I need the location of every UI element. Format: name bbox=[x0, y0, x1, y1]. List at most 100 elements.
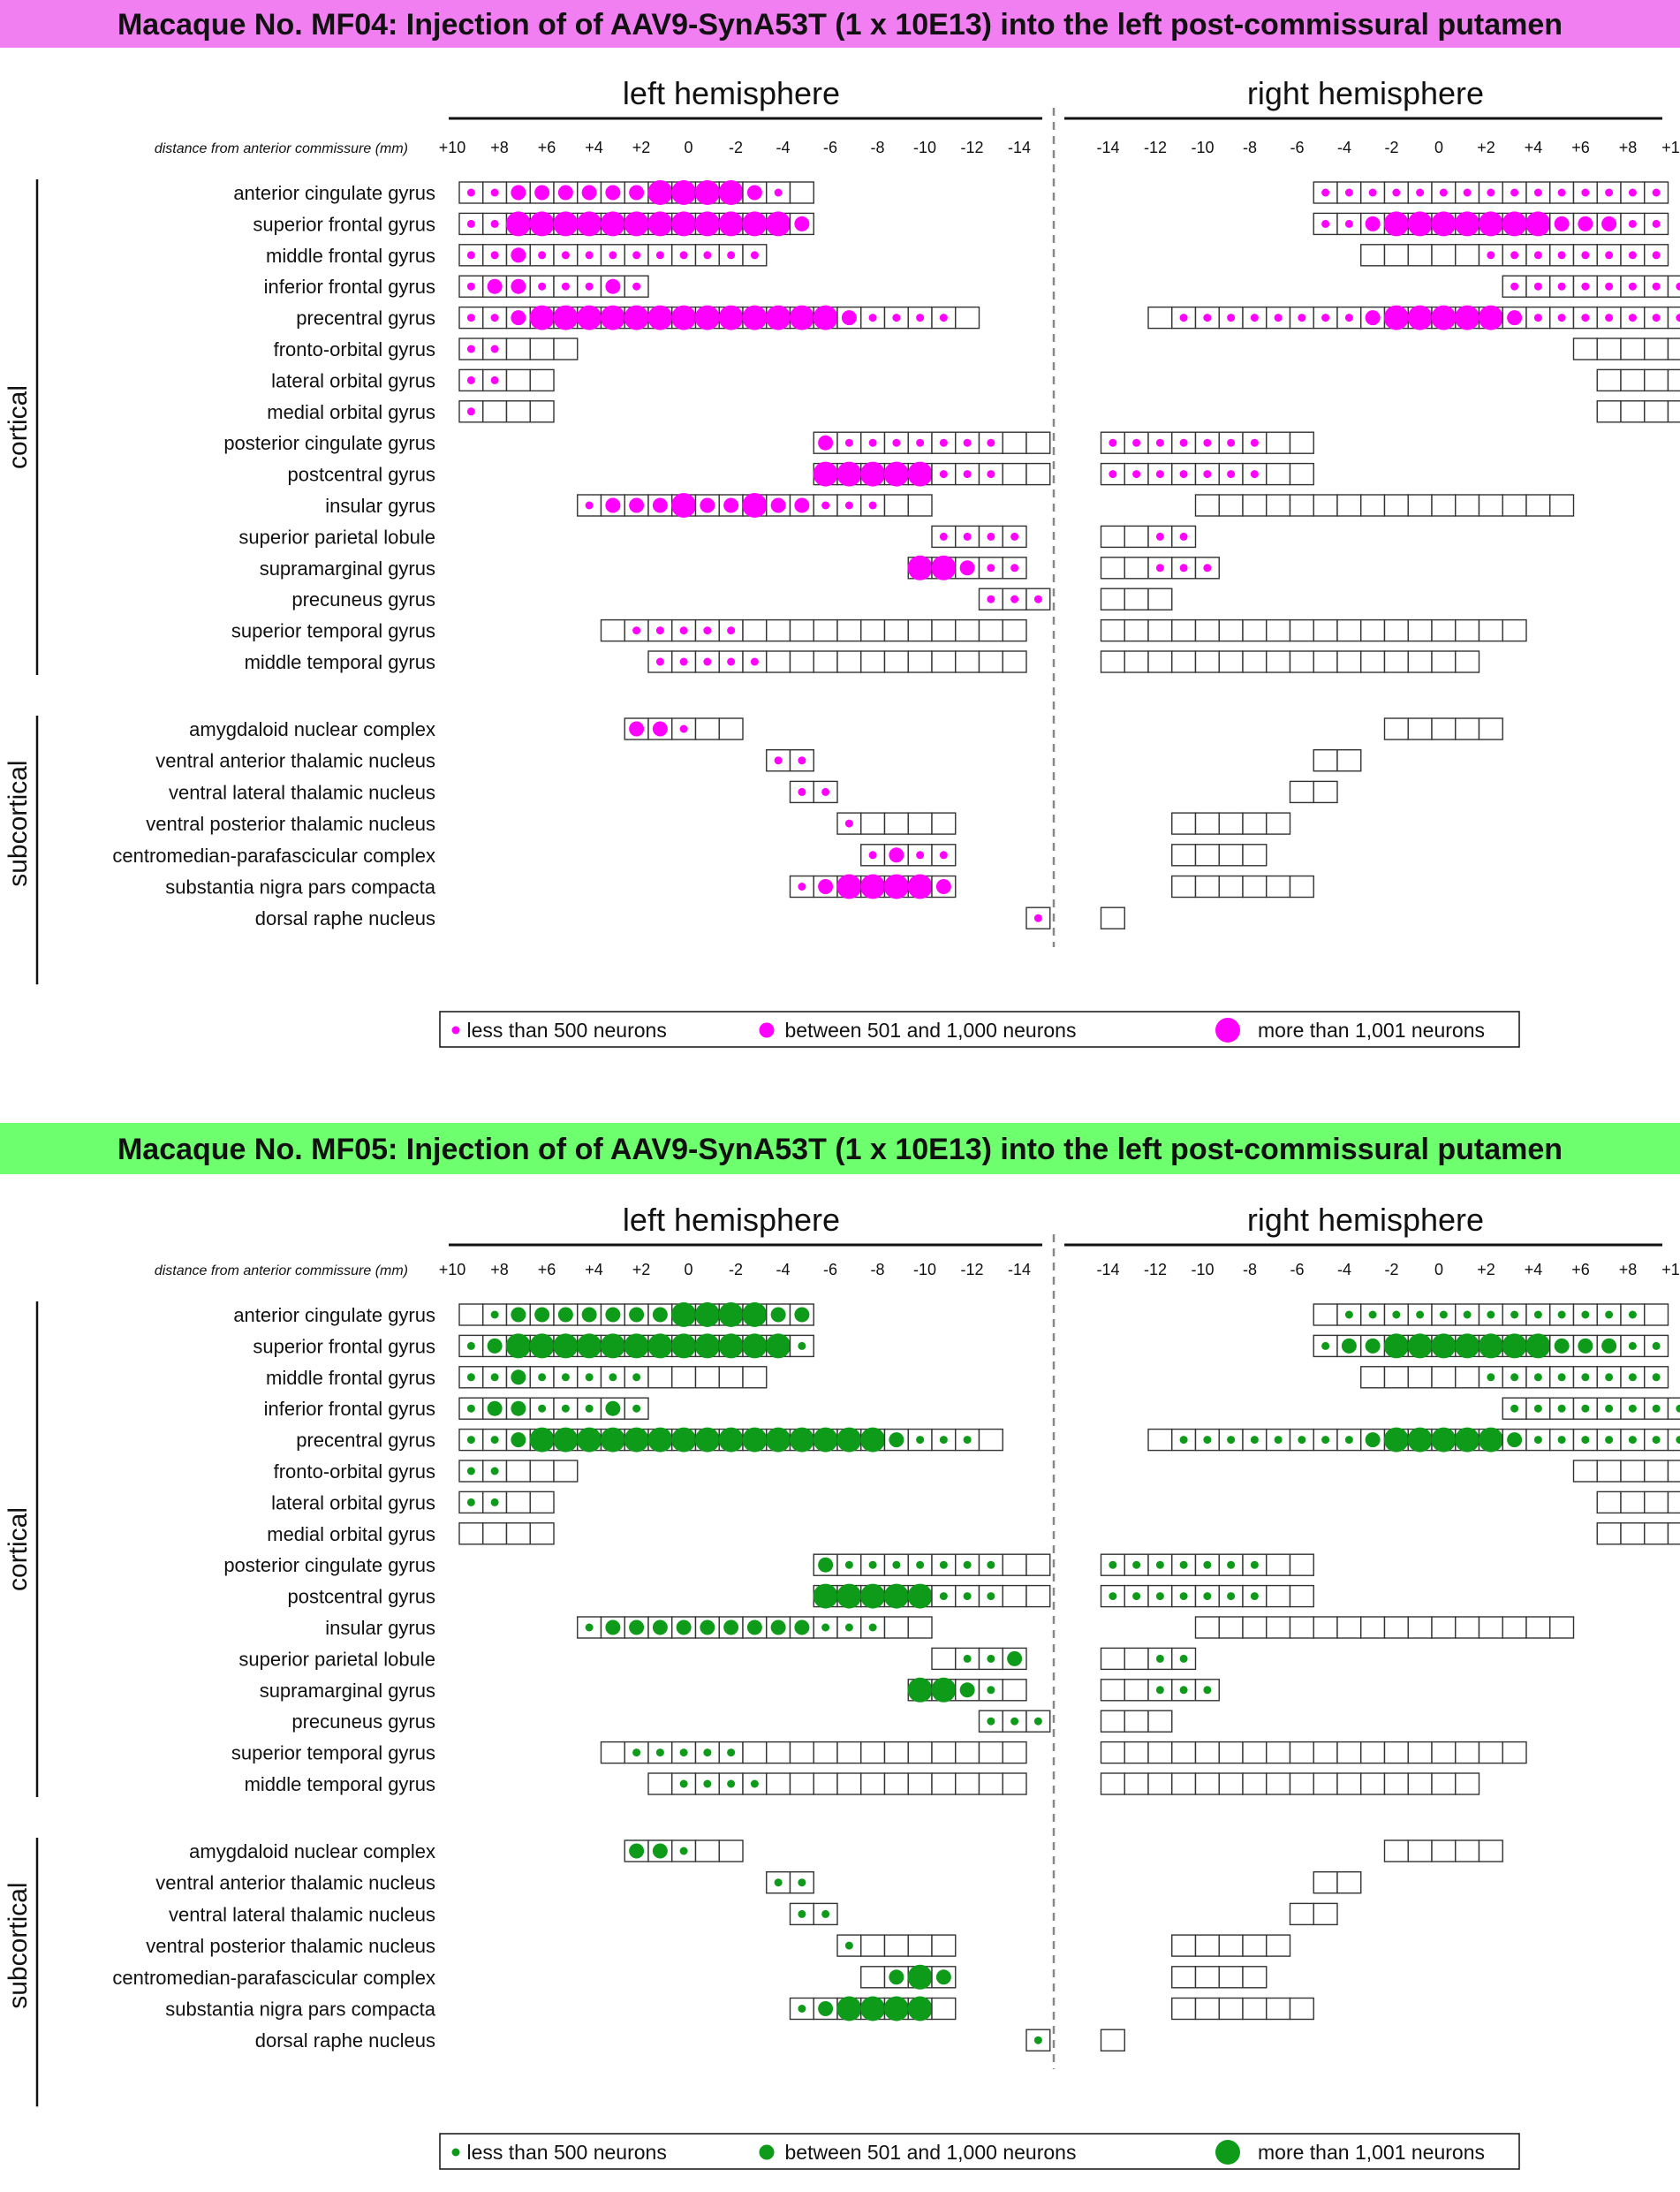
neuron-dot-level-1 bbox=[585, 1373, 594, 1382]
neuron-dot-level-1 bbox=[939, 1560, 948, 1569]
neuron-dot-level-3 bbox=[789, 305, 814, 330]
region-row: fronto-orbital gyrus bbox=[274, 1460, 1680, 1483]
cell-box bbox=[1289, 1772, 1314, 1795]
tick-label-left: -10 bbox=[913, 1261, 936, 1278]
cell-box bbox=[1572, 275, 1598, 298]
cell-box bbox=[1407, 1366, 1433, 1389]
region-row: insular gyrus bbox=[325, 1616, 1575, 1639]
cell-box bbox=[1124, 618, 1149, 642]
neuron-dot-level-1 bbox=[798, 2005, 806, 2013]
neuron-dot-level-3 bbox=[577, 1333, 602, 1359]
cell-box bbox=[1455, 1616, 1480, 1639]
neuron-dot-level-1 bbox=[1203, 438, 1212, 447]
legend-dot-level-1 bbox=[451, 1026, 460, 1035]
cell-box bbox=[1572, 338, 1598, 360]
neuron-dot-level-1 bbox=[1203, 470, 1212, 479]
neuron-dot-level-3 bbox=[742, 1333, 768, 1359]
neuron-dot-level-3 bbox=[1407, 211, 1433, 237]
neuron-dot-level-3 bbox=[742, 305, 768, 330]
cell-box bbox=[813, 1741, 838, 1764]
neuron-dot-level-1 bbox=[916, 1560, 925, 1569]
cell-box bbox=[647, 1366, 673, 1389]
region-label: medial orbital gyrus bbox=[267, 1523, 435, 1545]
neuron-dot-level-2 bbox=[770, 1307, 786, 1323]
cell-box bbox=[1431, 1772, 1457, 1795]
cell-box bbox=[600, 1741, 625, 1764]
neuron-dot-level-3 bbox=[1455, 211, 1480, 237]
cell-box bbox=[907, 1934, 933, 1957]
cell-box bbox=[505, 1490, 531, 1514]
neuron-dot-level-3 bbox=[1455, 1333, 1480, 1359]
neuron-dot-level-1 bbox=[561, 282, 570, 291]
cell-box bbox=[1383, 1772, 1409, 1795]
neuron-dot-level-2 bbox=[746, 185, 762, 201]
neuron-dot-level-1 bbox=[750, 657, 759, 666]
cell-box bbox=[1124, 1772, 1149, 1795]
neuron-dot-level-3 bbox=[529, 305, 555, 330]
neuron-dot-level-1 bbox=[466, 188, 475, 197]
neuron-dot-level-1 bbox=[1033, 2036, 1042, 2044]
neuron-dot-level-1 bbox=[1510, 1404, 1519, 1413]
neuron-dot-level-2 bbox=[723, 497, 739, 513]
neuron-dot-level-1 bbox=[703, 1779, 712, 1788]
neuron-dot-level-3 bbox=[813, 305, 838, 330]
cell-box bbox=[718, 618, 744, 642]
neuron-dot-level-3 bbox=[1431, 211, 1457, 237]
legend-label: more than 1,001 neurons bbox=[1258, 1019, 1485, 1042]
region-row: inferior frontal gyrus bbox=[264, 1397, 1680, 1420]
cell-box bbox=[1242, 1741, 1268, 1764]
neuron-dot-level-2 bbox=[487, 1400, 503, 1416]
cell-box bbox=[1124, 462, 1149, 486]
neuron-dot-level-3 bbox=[1383, 211, 1409, 237]
cell-box bbox=[860, 1741, 886, 1764]
cell-box bbox=[1549, 1397, 1575, 1420]
neuron-dot-level-3 bbox=[766, 1427, 791, 1452]
neuron-dot-level-1 bbox=[466, 1436, 475, 1445]
neuron-dot-level-1 bbox=[632, 626, 641, 635]
neuron-dot-level-2 bbox=[605, 1400, 621, 1416]
neuron-dot-level-1 bbox=[609, 251, 617, 260]
neuron-dot-level-1 bbox=[1652, 1341, 1661, 1350]
neuron-dot-level-1 bbox=[585, 1623, 594, 1632]
neuron-dot-level-2 bbox=[1554, 216, 1570, 231]
cell-box bbox=[1171, 1934, 1197, 1957]
cell-box bbox=[1242, 431, 1268, 454]
neuron-dot-level-1 bbox=[466, 1373, 475, 1382]
region-row: posterior cingulate gyrus bbox=[223, 1553, 1314, 1576]
neuron-dot-level-1 bbox=[939, 532, 948, 541]
neuron-dot-level-1 bbox=[727, 657, 736, 666]
region-label: superior parietal lobule bbox=[238, 526, 435, 548]
neuron-dot-level-1 bbox=[585, 251, 594, 260]
neuron-dot-level-3 bbox=[505, 1333, 531, 1359]
cell-box bbox=[1289, 462, 1314, 486]
region-label: supramarginal gyrus bbox=[260, 1680, 435, 1702]
neuron-dot-level-3 bbox=[1407, 1333, 1433, 1359]
cell-box bbox=[1242, 1934, 1268, 1957]
legend: less than 500 neurons between 501 and 1,0… bbox=[439, 1011, 1520, 1048]
neuron-dot-level-3 bbox=[647, 211, 673, 237]
neuron-dot-level-1 bbox=[1321, 1436, 1330, 1445]
tick-label-right: -2 bbox=[1384, 1261, 1398, 1278]
neuron-dot-level-1 bbox=[939, 1592, 948, 1601]
neuron-dot-level-1 bbox=[1676, 1436, 1680, 1445]
cell-box bbox=[1620, 1460, 1646, 1483]
cell-box bbox=[1100, 1710, 1125, 1733]
cell-box bbox=[836, 618, 862, 642]
neuron-dot-level-2 bbox=[770, 497, 786, 513]
cell-box bbox=[1242, 812, 1268, 835]
region-label: postcentral gyrus bbox=[287, 1586, 435, 1608]
cell-box bbox=[1171, 650, 1197, 673]
neuron-dot-level-1 bbox=[679, 1847, 688, 1855]
neuron-dot-level-1 bbox=[1487, 188, 1495, 197]
neuron-dot-level-1 bbox=[844, 501, 853, 510]
neuron-dot-level-1 bbox=[1510, 282, 1519, 291]
neuron-dot-level-3 bbox=[553, 1333, 579, 1359]
cell-box bbox=[766, 618, 791, 642]
cell-box bbox=[1360, 650, 1386, 673]
cell-box bbox=[1431, 1616, 1457, 1639]
cell-box bbox=[1171, 1584, 1197, 1608]
cell-box bbox=[1266, 1741, 1291, 1764]
cell-box bbox=[1383, 650, 1409, 673]
cell-box bbox=[1100, 906, 1125, 929]
